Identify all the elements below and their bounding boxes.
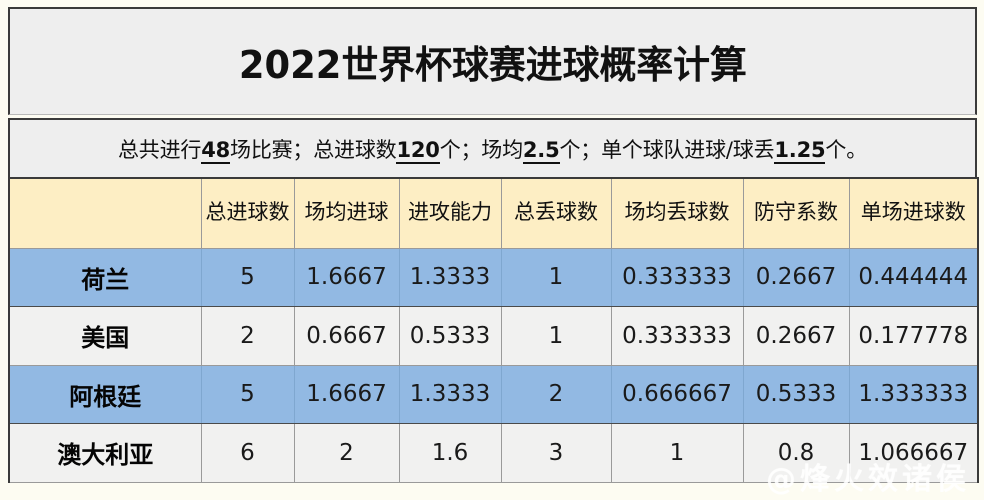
summary-segment: 个；场均 <box>439 137 523 162</box>
header-cell-total-conceded: 总丢球数 <box>500 177 612 249</box>
summary-segment: 个；单个球队进球/球丢 <box>559 137 775 162</box>
summary-segment: 总共进行 <box>118 137 202 162</box>
header-cell-attack-power: 进攻能力 <box>398 177 502 249</box>
cell-value: 3 <box>500 423 612 483</box>
summary-text: 总共进行48场比赛；总进球数120个；场均2.5个；单个球队进球/球丢1.25个… <box>118 134 867 164</box>
cell-value: 1.6667 <box>293 364 400 424</box>
cell-value: 0.666667 <box>610 364 744 424</box>
cell-team-name: 美国 <box>8 306 202 366</box>
header-cell-defense-coefficient: 防守系数 <box>742 177 850 249</box>
table-row: 荷兰 5 1.6667 1.3333 1 0.333333 0.2667 0.444444 <box>8 247 979 307</box>
header-row: 总进球数 场均进球 进攻能力 总丢球数 场均丢球数 防守系数 单场进球数 <box>8 177 979 249</box>
cell-value: 1.066667 <box>848 423 979 483</box>
cell-value: 2 <box>293 423 400 483</box>
cell-value: 1.3333 <box>398 247 502 307</box>
summary-band: 总共进行48场比赛；总进球数120个；场均2.5个；单个球队进球/球丢1.25个… <box>8 118 977 177</box>
cell-value: 0.8 <box>742 423 850 483</box>
cell-value: 0.444444 <box>848 247 979 307</box>
cell-value: 1.6667 <box>293 247 400 307</box>
table-row: 阿根廷 5 1.6667 1.3333 2 0.666667 0.5333 1.333333 <box>8 364 979 424</box>
cell-value: 2 <box>500 364 612 424</box>
cell-value: 0.6667 <box>293 306 400 366</box>
table-header: 总进球数 场均进球 进攻能力 总丢球数 场均丢球数 防守系数 单场进球数 <box>8 177 979 249</box>
cell-value: 0.333333 <box>610 247 744 307</box>
table-row: 美国 2 0.6667 0.5333 1 0.333333 0.2667 0.177778 <box>8 306 979 366</box>
cell-value: 5 <box>200 247 295 307</box>
cell-value: 1 <box>610 423 744 483</box>
summary-segment: 1.25 <box>774 137 826 164</box>
header-cell-expected-goals: 单场进球数 <box>848 177 979 249</box>
summary-segment: 120 <box>396 137 440 164</box>
cell-value: 0.2667 <box>742 247 850 307</box>
page-title: 2022世界杯球赛进球概率计算 <box>238 43 747 87</box>
header-cell-team <box>8 177 202 249</box>
cell-value: 0.2667 <box>742 306 850 366</box>
cell-value: 1.6 <box>398 423 502 483</box>
cell-value: 1 <box>500 247 612 307</box>
summary-segment: 场比赛；总进球数 <box>230 137 397 162</box>
cell-team-name: 阿根廷 <box>8 364 202 424</box>
header-cell-goals-per-match: 场均进球 <box>293 177 400 249</box>
cell-value: 5 <box>200 364 295 424</box>
cell-value: 0.5333 <box>742 364 850 424</box>
header-cell-conceded-per-match: 场均丢球数 <box>610 177 744 249</box>
stats-table: 总进球数 场均进球 进攻能力 总丢球数 场均丢球数 防守系数 单场进球数 荷兰 5… <box>8 177 979 483</box>
cell-value: 1.3333 <box>398 364 502 424</box>
cell-value: 0.333333 <box>610 306 744 366</box>
cell-value: 1 <box>500 306 612 366</box>
summary-segment: 个。 <box>825 137 867 162</box>
cell-team-name: 澳大利亚 <box>8 423 202 483</box>
summary-segment: 2.5 <box>522 137 560 164</box>
header-cell-total-goals: 总进球数 <box>200 177 295 249</box>
table-row: 澳大利亚 6 2 1.6 3 1 0.8 1.066667 <box>8 423 979 483</box>
title-band: 2022世界杯球赛进球概率计算 <box>8 7 977 115</box>
cell-value: 0.177778 <box>848 306 979 366</box>
summary-segment: 48 <box>201 137 231 164</box>
cell-value: 6 <box>200 423 295 483</box>
cell-value: 0.5333 <box>398 306 502 366</box>
table-body: 荷兰 5 1.6667 1.3333 1 0.333333 0.2667 0.444444 美国… <box>8 247 979 483</box>
cell-team-name: 荷兰 <box>8 247 202 307</box>
cell-value: 1.333333 <box>848 364 979 424</box>
cell-value: 2 <box>200 306 295 366</box>
